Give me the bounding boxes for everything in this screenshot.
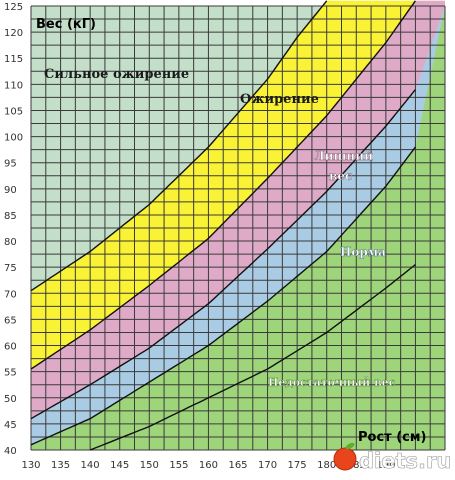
y-tick-label: 70 bbox=[4, 289, 17, 300]
y-tick-label: 40 bbox=[4, 446, 17, 457]
boundary-line-3 bbox=[30, 89, 416, 420]
zone-label-normal: Норма bbox=[340, 245, 386, 259]
y-tick-label: 50 bbox=[4, 394, 17, 405]
y-tick-label: 45 bbox=[4, 420, 17, 431]
zone-label-obesity: Ожирение bbox=[240, 92, 319, 107]
y-tick-label: 100 bbox=[4, 133, 23, 144]
x-axis-ticks: 130 135 140 145 150 155 160 165 170 175 180 185 190 bbox=[21, 460, 395, 471]
apple-logo-icon bbox=[333, 447, 357, 471]
y-tick-label: 125 bbox=[4, 2, 23, 13]
y-axis-title: Вес (кГ) bbox=[36, 17, 96, 32]
y-tick-label: 65 bbox=[4, 315, 17, 326]
x-tick-label: 155 bbox=[169, 460, 188, 471]
y-tick-label: 120 bbox=[4, 28, 23, 39]
x-tick-label: 190 bbox=[376, 460, 395, 471]
y-tick-label: 55 bbox=[4, 368, 17, 379]
y-tick-label: 85 bbox=[4, 211, 17, 222]
x-axis-title: Рост (см) bbox=[358, 430, 426, 445]
y-tick-label: 105 bbox=[4, 107, 23, 118]
leaf-icon bbox=[345, 442, 355, 450]
y-tick-label: 90 bbox=[4, 185, 17, 196]
boundary-line-4 bbox=[30, 0, 416, 370]
zone-label-excess-line1: Лишний bbox=[314, 149, 373, 163]
x-tick-label: 140 bbox=[81, 460, 100, 471]
x-tick-label: 135 bbox=[51, 460, 70, 471]
zone-label-severe-obesity: Сильное ожирение bbox=[44, 67, 189, 82]
x-tick-label: 180 bbox=[317, 460, 336, 471]
y-tick-label: 110 bbox=[4, 80, 23, 91]
y-tick-label: 75 bbox=[4, 263, 17, 274]
boundary-line-5 bbox=[30, 0, 328, 292]
boundary-curves bbox=[30, 0, 416, 451]
y-tick-label: 115 bbox=[4, 54, 23, 65]
y-tick-label: 95 bbox=[4, 159, 17, 170]
x-tick-label: 150 bbox=[140, 460, 159, 471]
y-tick-label: 80 bbox=[4, 237, 17, 248]
zone-label-excess-line2: вес bbox=[329, 169, 352, 183]
watermark-text: diets.ru bbox=[359, 449, 451, 473]
x-tick-label: 185 bbox=[347, 460, 366, 471]
watermark: diets.ru bbox=[333, 442, 452, 473]
zone-label-underweight: Недостаточный вес bbox=[268, 376, 396, 389]
x-tick-label: 130 bbox=[21, 460, 40, 471]
x-tick-label: 165 bbox=[228, 460, 247, 471]
boundary-line-2 bbox=[30, 146, 416, 446]
x-tick-label: 175 bbox=[288, 460, 307, 471]
x-tick-label: 145 bbox=[110, 460, 129, 471]
y-axis-ticks: 40 45 50 55 60 65 70 75 80 85 90 95 100 105 110 115 120 1… bbox=[4, 2, 23, 457]
x-tick-label: 170 bbox=[258, 460, 277, 471]
boundary-line-1 bbox=[89, 264, 416, 451]
y-tick-label: 60 bbox=[4, 342, 17, 353]
x-tick-label: 160 bbox=[199, 460, 218, 471]
